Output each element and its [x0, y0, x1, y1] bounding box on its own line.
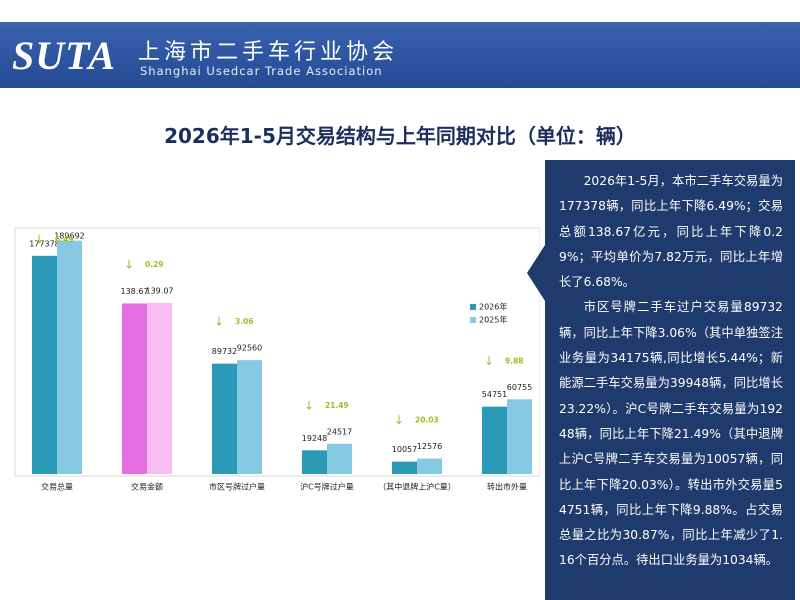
logo: SUTA	[12, 33, 117, 78]
callout-pointer	[527, 245, 545, 301]
x-tick-label: 交易总量	[41, 482, 73, 492]
bar	[237, 360, 262, 474]
value-label: 54751	[482, 390, 507, 399]
plot-frame	[14, 227, 540, 477]
bar	[302, 450, 327, 474]
x-tick-label: 转出市外量	[487, 482, 527, 492]
org-name: 上海市二手车行业协会	[138, 40, 399, 65]
change-arrow: ↓	[124, 257, 134, 271]
change-arrow: ↓	[214, 315, 224, 329]
value-label: 10057	[392, 445, 417, 454]
legend-label: 2026年	[479, 302, 507, 312]
value-label: 12576	[417, 442, 442, 451]
bar	[417, 458, 442, 474]
summary-paragraph: 2026年1-5月，本市二手车交易量为177378辆，同比上年下降6.49%；交…	[559, 174, 783, 290]
legend-label: 2025年	[479, 315, 507, 325]
value-label: 89732	[212, 347, 237, 356]
header: SUTA 上海市二手车行业协会 Shanghai Usedcar Trade A…	[0, 22, 800, 88]
change-label: 21.49	[325, 401, 349, 410]
org-name-en: Shanghai Usedcar Trade Association	[140, 64, 383, 78]
x-tick-label: 交易金额	[131, 482, 163, 492]
slide-title: 2026年1-5月交易结构与上年同期对比（单位：辆）	[164, 124, 636, 148]
change-label: 3.06	[235, 317, 254, 326]
x-tick-label: 市区号牌过户量	[209, 482, 265, 492]
legend-swatch	[470, 317, 476, 323]
value-label: 92560	[237, 344, 262, 353]
bar	[392, 461, 417, 474]
bar	[482, 406, 507, 474]
value-label: 138.67	[121, 287, 149, 296]
x-tick-label: 沪C号牌过户量	[300, 482, 354, 492]
x-tick-label: （其中退牌上沪C量）	[378, 482, 456, 492]
summary-paragraph: 市区号牌二手车过户交易量89732辆，同比上年下降3.06%（其中单独签注业务量…	[559, 300, 783, 568]
value-label: 19248	[302, 434, 327, 443]
bar	[122, 303, 147, 474]
change-arrow: ↓	[34, 233, 44, 247]
bar	[32, 255, 57, 474]
change-arrow: ↓	[394, 413, 404, 427]
value-label: 60755	[507, 383, 532, 392]
change-label: 9.88	[505, 356, 524, 365]
change-label: 0.29	[145, 260, 164, 269]
bar	[212, 363, 237, 474]
value-label: 24517	[327, 427, 352, 436]
summary-box: 2026年1-5月，本市二手车交易量为177378辆，同比上年下降6.49%；交…	[545, 160, 795, 600]
value-label: 177378	[29, 239, 60, 248]
change-arrow: ↓	[304, 398, 314, 412]
change-arrow: ↓	[484, 354, 494, 368]
change-label: 6.49	[55, 235, 74, 244]
legend-swatch	[470, 304, 476, 310]
value-label: 139.07	[146, 286, 174, 295]
bar	[327, 443, 352, 474]
bar	[147, 302, 172, 474]
bar	[57, 240, 82, 474]
bar	[507, 399, 532, 474]
value-label: 189692	[54, 232, 85, 241]
change-label: 20.03	[415, 416, 439, 425]
